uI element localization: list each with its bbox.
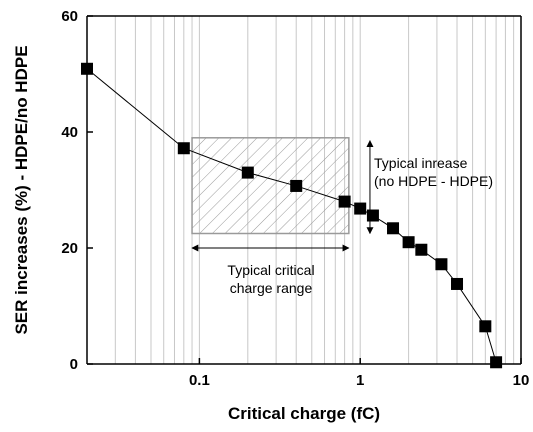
data-point (338, 195, 351, 208)
data-point (387, 222, 400, 235)
axes (86, 15, 522, 365)
y-axis-label: SER increases (%) - HDPE/no HDPE (12, 45, 31, 334)
data-point (479, 320, 492, 333)
annotations: Typical inrease (no HDPE - HDPE) Typical c… (191, 139, 493, 296)
data-point (451, 277, 464, 290)
y-tick-label: 60 (61, 8, 78, 25)
annotation-typical-increase: (no HDPE - HDPE) (374, 173, 493, 189)
annotation-critical-range: charge range (230, 280, 313, 296)
x-tick-label: 1 (356, 372, 364, 389)
annotation-critical-range: Typical critical (227, 262, 314, 278)
x-tick-label: 10 (513, 372, 530, 389)
hatched-region (191, 137, 350, 235)
data-point (177, 142, 190, 155)
x-tick-label: 0.1 (189, 372, 210, 389)
y-tick-label: 20 (61, 240, 78, 257)
tick-labels: 0 20 40 60 0.1 1 10 (61, 8, 529, 389)
data-point (241, 166, 254, 179)
y-tick-label: 0 (70, 356, 78, 373)
data-point (490, 356, 503, 369)
y-tick-label: 40 (61, 124, 78, 141)
critical-charge-region (191, 137, 350, 235)
data-point (415, 243, 428, 256)
annotation-typical-increase: Typical inrease (374, 155, 468, 171)
x-axis-label: Critical charge (fC) (228, 404, 380, 423)
data-point (354, 202, 367, 215)
data-point (435, 258, 448, 271)
data-point (402, 236, 415, 249)
data-point (290, 179, 303, 192)
data-point (366, 209, 379, 222)
